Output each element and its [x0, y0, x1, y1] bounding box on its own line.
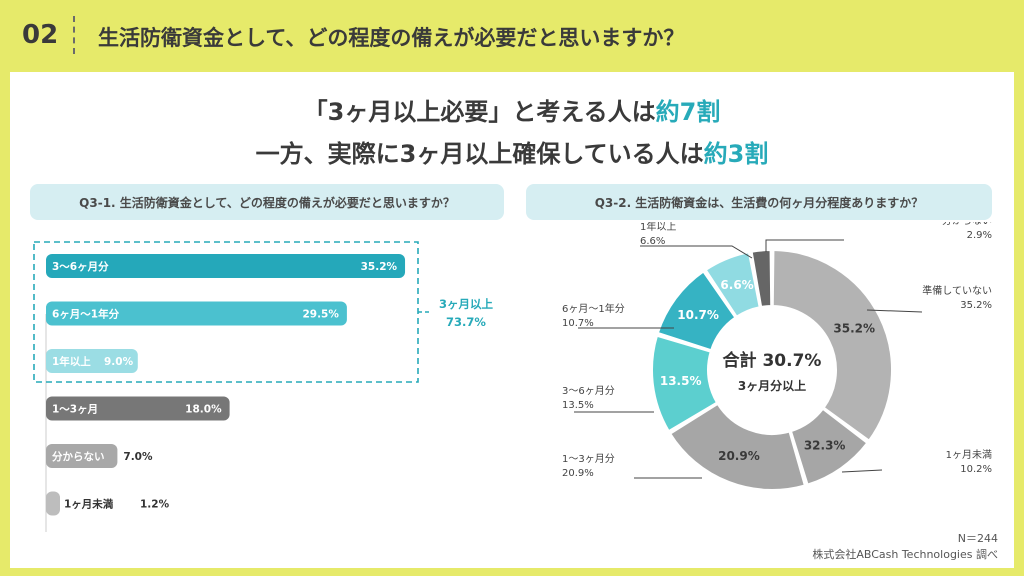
- sample-size: N＝244: [957, 532, 998, 545]
- bar-category-label: 3〜6ヶ月分: [52, 260, 109, 273]
- slice-category-label: 分からない: [942, 222, 992, 227]
- bar-category-label: 6ヶ月〜1年分: [52, 308, 120, 321]
- bar-value-label: 29.5%: [302, 309, 339, 321]
- source-note: 株式会社ABCash Technologies 調べ: [812, 548, 998, 561]
- bar-chart: 3〜6ヶ月分 35.2% 6ヶ月〜1年分 29.5% 1年以上 9.0% 1〜3ヶ月 18.0…: [33, 241, 494, 532]
- highlight-label: 3ヶ月以上: [439, 297, 494, 311]
- bar-3: [46, 396, 230, 421]
- slice-value-label: 6.6%: [720, 278, 753, 292]
- slice-3: [651, 334, 719, 433]
- slice-category-label: 1年以上: [640, 222, 676, 233]
- bar-category-label: 分からない: [52, 450, 105, 463]
- slice-value-label: 35.2%: [833, 322, 875, 336]
- header-divider: [73, 16, 75, 54]
- headline-2-accent: 約3割: [703, 140, 769, 168]
- slice-outer-value: 35.2%: [960, 300, 992, 311]
- slice-outer-value: 2.9%: [967, 230, 992, 241]
- slice-5: [704, 251, 761, 319]
- slice-value-label: 13.5%: [660, 374, 702, 388]
- slice-category-label: 3〜6ヶ月分: [562, 385, 615, 397]
- bar-4: [46, 444, 118, 468]
- slice-1: [789, 407, 869, 486]
- slice-6: [750, 248, 773, 309]
- question-1-label: Q3-1. 生活防衛資金として、どの程度の備えが必要だと思いますか？: [30, 184, 504, 220]
- headline-1-text: 「3ヶ月以上必要」と考える人は: [303, 98, 656, 126]
- bar-5: [46, 491, 60, 516]
- highlight-value: 73.7%: [446, 315, 486, 329]
- bar-category-label: 1ヶ月未満: [64, 498, 114, 511]
- bar-value-label: 7.0%: [123, 451, 153, 463]
- slice-category-label: 1〜3ヶ月分: [562, 453, 615, 465]
- slice-outer-value: 6.6%: [640, 236, 665, 247]
- headline-1-accent: 約7割: [655, 98, 721, 126]
- slice-category-label: 準備していない: [922, 284, 992, 297]
- bar-category-label: 1年以上: [52, 355, 91, 368]
- bar-category-label: 1〜3ヶ月: [52, 404, 98, 416]
- slice-outer-value: 10.2%: [960, 464, 992, 475]
- bar-2: [46, 349, 138, 373]
- header-bar: 02 生活防衛資金として、どの程度の備えが必要だと思いますか？: [0, 0, 1024, 70]
- bar-value-label: 9.0%: [104, 356, 134, 368]
- bar-value-label: 1.2%: [140, 499, 170, 511]
- slice-category-label: 1ヶ月未満: [946, 449, 992, 461]
- bar-value-label: 18.0%: [185, 404, 222, 416]
- section-number: 02: [22, 20, 59, 50]
- headline-2-text: 一方、実際に3ヶ月以上確保している人は: [255, 140, 704, 168]
- content-card: 「3ヶ月以上必要」と考える人は約7割 一方、実際に3ヶ月以上確保している人は約3…: [10, 72, 1014, 568]
- headline-line-2: 一方、実際に3ヶ月以上確保している人は約3割: [10, 134, 1014, 169]
- slice-4: [656, 270, 737, 352]
- bar-1: [46, 301, 347, 326]
- slice-value-label: 10.7%: [677, 308, 719, 322]
- leader-line: [866, 309, 923, 313]
- slice-value-label: 32.3%: [804, 438, 846, 452]
- donut-center-sub: 3ヶ月分以上: [738, 378, 806, 393]
- slice-outer-value: 10.7%: [562, 318, 594, 329]
- page-title: 生活防衛資金として、どの程度の備えが必要だと思いますか？: [98, 26, 685, 50]
- leader-line: [841, 469, 883, 473]
- headline-line-1: 「3ヶ月以上必要」と考える人は約7割: [10, 92, 1014, 127]
- donut-center-total: 合計 30.7%: [723, 350, 822, 371]
- slice-0: [771, 248, 893, 442]
- question-2-label: Q3-2. 生活防衛資金は、生活費の何ヶ月分程度ありますか？: [526, 184, 992, 220]
- leader-line: [640, 245, 753, 259]
- bar-value-label: 35.2%: [361, 261, 398, 273]
- slice-category-label: 6ヶ月〜1年分: [562, 302, 625, 315]
- slice-2: [668, 402, 807, 491]
- slice-outer-value: 20.9%: [562, 468, 594, 479]
- slice-outer-value: 13.5%: [562, 400, 594, 411]
- slice-value-label: 20.9%: [718, 449, 760, 463]
- leader-line: [765, 239, 844, 252]
- donut-chart: 35.2% 32.3% 20.9% 13.5% 10.7% 6.6% 合計 30.7% 3ヶ月…: [562, 222, 992, 491]
- bar-0: [46, 254, 406, 278]
